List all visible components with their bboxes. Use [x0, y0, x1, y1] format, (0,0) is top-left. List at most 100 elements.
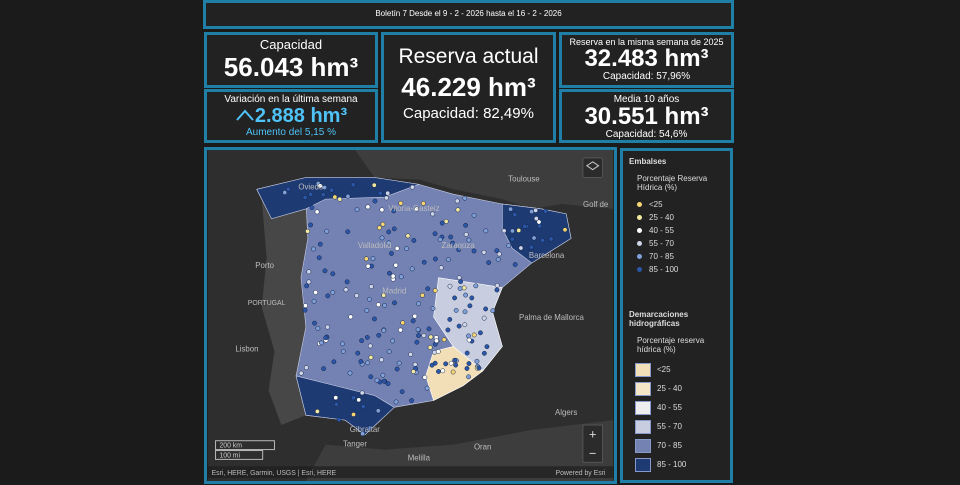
reservoir-dot — [336, 417, 342, 423]
reservoir-dot — [360, 431, 365, 437]
legend-label: <25 — [657, 365, 671, 374]
variation-card: Variación en la última semana 2.888 hm³ … — [204, 89, 378, 143]
reservoir-dot — [443, 361, 449, 367]
reservoir-dot — [317, 183, 323, 189]
reservoir-dot — [393, 399, 399, 405]
reservoir-dot — [456, 247, 462, 253]
map-labels: Toulouse Golf de Oviedo Vitoria-Gasteiz Zara… — [235, 174, 609, 462]
reservoir-dot — [496, 251, 502, 257]
reservoir-dot — [391, 226, 397, 232]
reservoir-dot — [438, 265, 444, 271]
reservoir-dot — [440, 368, 446, 374]
reservoir-dot — [331, 359, 337, 365]
reservoir-dot — [452, 357, 458, 363]
legend-dot — [637, 215, 642, 220]
legend-swatch — [635, 419, 651, 434]
reservoir-dot — [375, 408, 381, 414]
reservoir-dot — [409, 266, 415, 272]
reservoir-dot — [461, 285, 467, 291]
legend-label: 70 - 85 — [657, 441, 682, 450]
legend-title: Demarcaciones hidrográficas — [629, 310, 689, 328]
reservoir-dot — [476, 365, 482, 371]
legend-item: <25 — [629, 198, 724, 211]
reservoir-dot — [390, 273, 396, 279]
reservoir-dot — [398, 327, 403, 333]
reservoir-dot — [432, 288, 438, 293]
reservoir-dot — [390, 338, 396, 344]
map-label: Oviedo — [298, 182, 323, 191]
map-label: Toulouse — [508, 174, 540, 183]
map-label: Zaragoza — [442, 241, 476, 250]
map-label: Porto — [255, 261, 274, 270]
reservoir-dot — [356, 397, 362, 403]
reservoir-dot — [367, 296, 372, 302]
layers-button[interactable] — [582, 157, 604, 178]
reservoir-dot — [399, 389, 405, 395]
reservoir-dot — [425, 286, 431, 292]
card-title: Capacidad — [259, 37, 323, 52]
reservoir-dot — [360, 404, 366, 409]
legend-label: 55 - 70 — [649, 239, 674, 248]
last-year-card: Reserva en la misma semana de 2025 32.48… — [559, 32, 734, 88]
zoom-out[interactable]: − — [589, 445, 596, 460]
legend-item: 70 - 85 — [629, 250, 724, 263]
reservoir-dot — [414, 206, 420, 212]
reservoir-dot — [463, 292, 469, 298]
reservoir-dot — [379, 235, 385, 241]
legend-label: 70 - 85 — [649, 252, 674, 261]
reservoir-dot — [374, 377, 380, 383]
card-value: 56.043 hm³ — [223, 52, 359, 82]
reservoir-dot — [462, 195, 468, 201]
reservoir-dot — [386, 229, 392, 235]
reservoir-dot — [432, 231, 438, 237]
reservoir-dot — [329, 187, 335, 193]
reservoir-dot — [486, 260, 492, 265]
reservoir-dot — [456, 275, 462, 281]
reservoir-dot — [494, 248, 500, 254]
reservoir-dot — [314, 209, 320, 215]
reservoir-dot — [450, 369, 456, 375]
reservoir-dot — [501, 228, 507, 234]
reservoir-legend: <25 25 - 40 40 - 55 55 - 70 70 - 85 85 - 100 — [629, 198, 724, 276]
reservoir-dot — [382, 302, 388, 308]
map-label: Tanger — [343, 440, 367, 449]
reservoir-dot — [455, 207, 461, 213]
zoom-in[interactable]: + — [589, 427, 596, 442]
legend-dot — [637, 228, 642, 233]
map-label: Madrid — [382, 286, 406, 295]
reservoir-dot — [386, 349, 392, 355]
reservoir-dot — [343, 287, 349, 293]
map[interactable]: Toulouse Golf de Oviedo Vitoria-Gasteiz Zara… — [204, 147, 617, 484]
reservoir-dot — [458, 279, 463, 285]
reservoir-dot — [445, 257, 451, 262]
reservoir-dot — [522, 223, 528, 229]
legend-label: 40 - 55 — [657, 403, 682, 412]
reservoir-dot — [392, 300, 397, 306]
reservoir-dot — [462, 309, 468, 315]
reservoir-dot — [391, 208, 397, 214]
reservoir-dot — [380, 221, 386, 227]
reservoir-dot — [359, 338, 364, 344]
reservoir-dot — [512, 212, 518, 218]
reservoir-dot — [428, 334, 434, 340]
avg-card: Media 10 años 30.551 hm³ Capacidad: 54,6… — [559, 89, 734, 143]
legend-title: Embalses — [629, 157, 667, 166]
reservoir-dot — [365, 360, 371, 366]
legend-label: <25 — [649, 200, 663, 209]
reservoir-dot — [314, 409, 320, 414]
reservoir-dot — [383, 195, 389, 201]
reservoir-dot — [445, 327, 451, 333]
card-value: 2.888 hm³ — [254, 105, 348, 127]
legend-dot — [637, 241, 642, 246]
reservoir-dot — [354, 293, 360, 299]
reservoir-dot — [322, 185, 327, 190]
map-label: Valladolid — [358, 241, 391, 250]
reservoir-dot — [432, 349, 437, 355]
legend-item: 40 - 55 — [629, 224, 724, 237]
reservoir-dot — [434, 338, 439, 344]
reservoir-dot — [447, 317, 453, 322]
reservoir-dot — [365, 263, 371, 269]
reservoir-dot — [466, 333, 471, 339]
reservoir-dot — [430, 306, 436, 311]
